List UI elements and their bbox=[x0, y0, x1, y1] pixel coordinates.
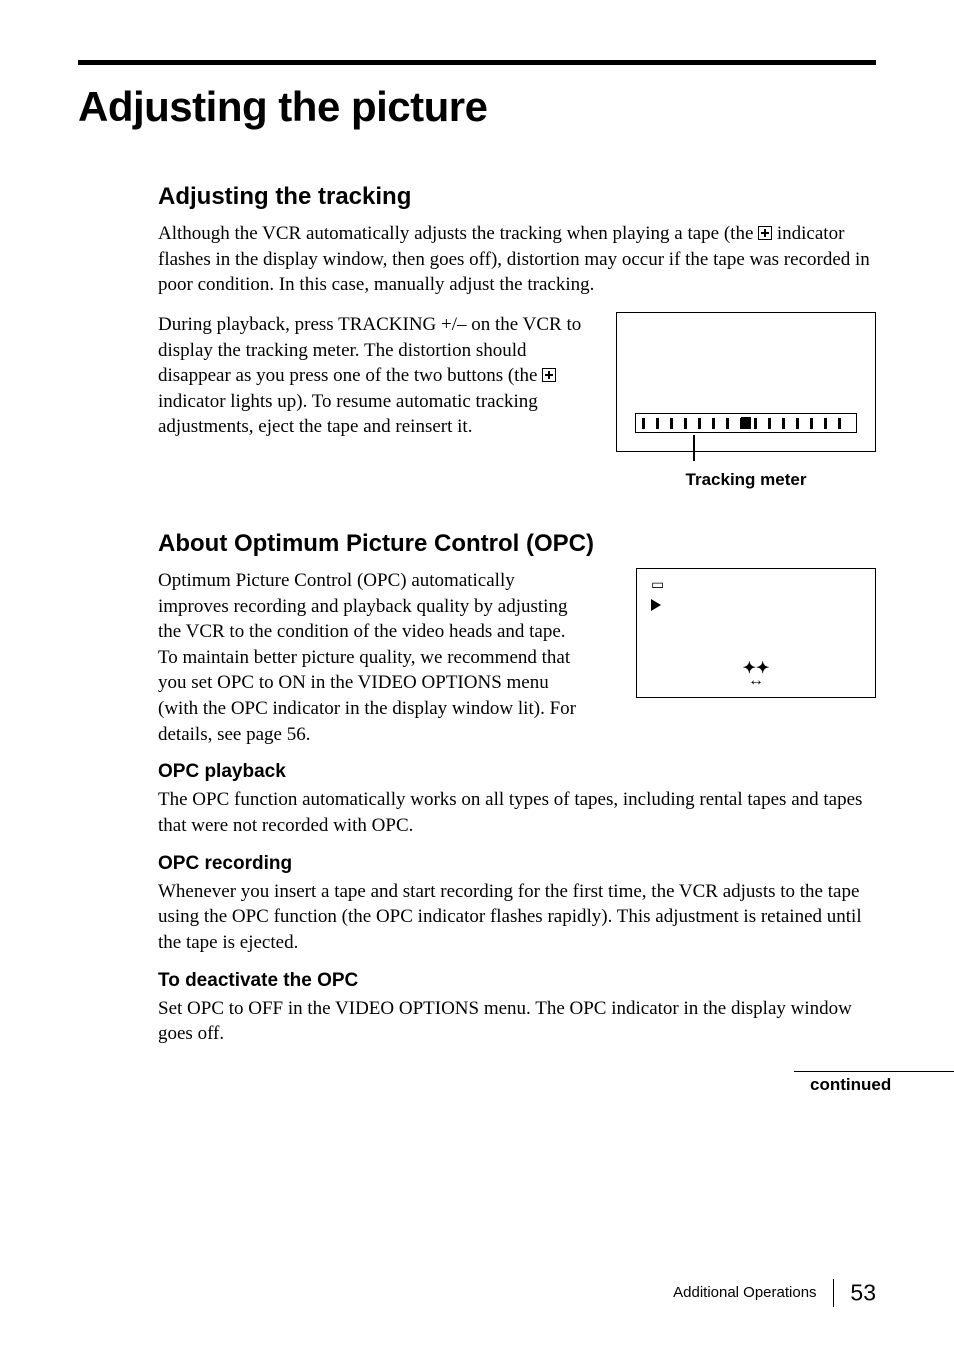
cassette-icon: ▭ bbox=[651, 579, 664, 593]
page-title: Adjusting the picture bbox=[78, 83, 876, 131]
tracking-para-1: Although the VCR automatically adjusts t… bbox=[158, 221, 876, 298]
tracking-meter-display bbox=[616, 312, 876, 452]
opc-heading: About Optimum Picture Control (OPC) bbox=[158, 530, 876, 558]
tracking-figure: Tracking meter bbox=[616, 312, 876, 490]
footer-section-label: Additional Operations bbox=[673, 1284, 816, 1301]
tracking-indicator-icon bbox=[542, 368, 556, 382]
top-rule bbox=[78, 60, 876, 65]
opc-recording-heading: OPC recording bbox=[158, 853, 876, 875]
footer-divider bbox=[833, 1279, 835, 1307]
page-footer: Additional Operations 53 bbox=[673, 1279, 876, 1307]
tracking-indicator-icon bbox=[758, 226, 772, 240]
tracking-para-2: During playback, press TRACKING +/– on t… bbox=[158, 312, 586, 440]
opc-row: Optimum Picture Control (OPC) automatica… bbox=[158, 568, 876, 747]
tracking-bar bbox=[635, 413, 857, 433]
tracking-pointer-line bbox=[693, 435, 695, 461]
opc-arrows-icon: ✦✦↔ bbox=[743, 663, 770, 687]
opc-deactivate-heading: To deactivate the OPC bbox=[158, 970, 876, 992]
text: Although the VCR automatically adjusts t… bbox=[158, 223, 758, 244]
content-area: Adjusting the tracking Although the VCR … bbox=[78, 183, 876, 1095]
opc-playback-para: The OPC function automatically works on … bbox=[158, 787, 876, 838]
page-number: 53 bbox=[850, 1280, 876, 1306]
opc-figure: ▭ ✦✦↔ bbox=[616, 568, 876, 698]
tracking-meter-label: Tracking meter bbox=[616, 470, 876, 490]
opc-intro: Optimum Picture Control (OPC) automatica… bbox=[158, 568, 586, 747]
text: indicator lights up). To resume automati… bbox=[158, 391, 538, 438]
opc-deactivate-para: Set OPC to OFF in the VIDEO OPTIONS menu… bbox=[158, 996, 876, 1047]
tracking-heading: Adjusting the tracking bbox=[158, 183, 876, 211]
opc-playback-heading: OPC playback bbox=[158, 761, 876, 783]
text: During playback, press TRACKING +/– on t… bbox=[158, 314, 581, 386]
play-icon bbox=[651, 599, 661, 611]
continued-label: continued bbox=[794, 1071, 954, 1095]
opc-recording-para: Whenever you insert a tape and start rec… bbox=[158, 879, 876, 956]
continued-wrap: continued bbox=[158, 1071, 876, 1095]
tracking-row: During playback, press TRACKING +/– on t… bbox=[158, 312, 876, 490]
opc-display: ▭ ✦✦↔ bbox=[636, 568, 876, 698]
